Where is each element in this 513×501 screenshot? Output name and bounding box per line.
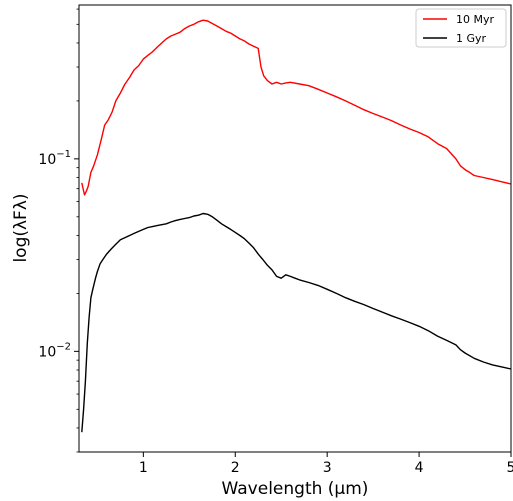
x-tick-label-5: 5: [507, 460, 513, 476]
series-layer: [81, 19, 512, 433]
x-tick-label-2: 2: [231, 460, 240, 476]
y-tick-label: 10−2: [38, 341, 71, 360]
legend: 10 Myr 1 Gyr: [415, 8, 507, 48]
legend-label-1-gyr: 1 Gyr: [456, 32, 487, 45]
y-axis-label: log(λFλ): [11, 193, 31, 262]
legend-label-10-myr: 10 Myr: [456, 13, 494, 26]
series-line-10-myr: [81, 19, 512, 196]
series-line-1-gyr: [81, 212, 512, 433]
x-tick-label-4: 4: [415, 460, 424, 476]
plot-area: [79, 5, 511, 452]
y-tick-label: 10−1: [38, 149, 71, 168]
x-axis-label: Wavelength (μm): [222, 479, 369, 499]
x-tick-label-3: 3: [323, 460, 332, 476]
x-tick-label-1: 1: [139, 460, 148, 476]
plot-frame: [78, 4, 512, 453]
